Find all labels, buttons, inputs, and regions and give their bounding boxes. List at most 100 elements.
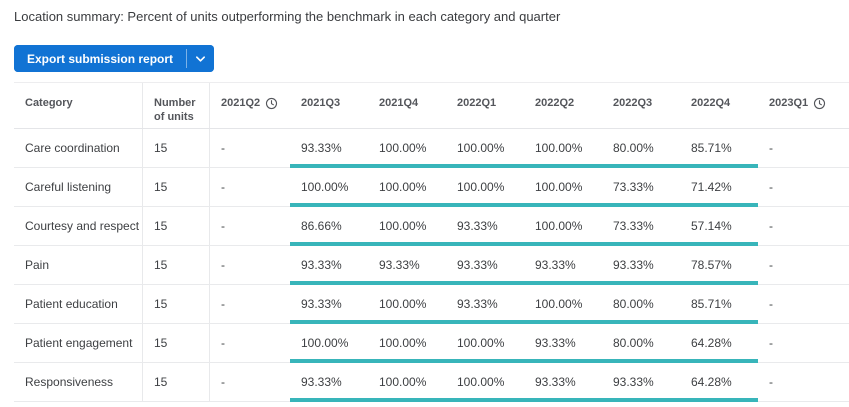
chevron-down-icon [195,55,206,63]
column-header-label: 2022Q3 [613,97,653,109]
value-cell: 93.33% [602,363,680,402]
column-header-2023q1: 2023Q1 [758,83,849,128]
value-cell: - [221,375,225,389]
clock-icon[interactable] [265,97,278,110]
value-cell: 100.00% [446,324,524,363]
table-row: Careful listening 15-100.00% 100.00% 100.00… [14,168,849,207]
column-header-2022q2: 2022Q2 [524,83,602,128]
value-cell: 100.00% [524,207,602,246]
value-cell: 93.33% [446,207,524,246]
value-cell: 93.33% [602,246,680,285]
value-cell: - [221,219,225,233]
column-header-label: Category [25,97,73,109]
category-cell: Careful listening [14,168,143,206]
category-cell: Responsiveness [14,363,143,401]
table-row: Care coordination 15 - 93.33% 100.00% 100.00%… [14,129,849,168]
table-row: Responsiveness 15-93.33% 100.00% 100.00% 93.… [14,363,849,402]
value-cell: 93.33% [524,246,602,285]
units-cell: 15 [143,324,210,362]
category-cell: Care coordination [14,129,143,167]
table-row: Pain 15-93.33% 93.33% 93.33% 93.33% 93.33% 78.… [14,246,849,285]
value-cell: 100.00% [368,285,446,324]
table-header-row: Category Number of units 2021Q2 2021Q3 2021Q… [14,83,849,129]
value-cell: 93.33% [290,285,368,324]
value-cell: - [221,180,225,194]
value-cell: 86.66% [290,207,368,246]
value-cell: - [769,297,773,311]
column-header-category: Category [14,83,143,128]
value-cell: - [221,297,225,311]
column-header-units: Number of units [143,83,210,128]
value-cell: 73.33% [602,168,680,207]
value-cell: 100.00% [446,363,524,402]
value-cell: 93.33% [524,324,602,363]
column-header-2022q3: 2022Q3 [602,83,680,128]
column-header-label: 2023Q1 [769,97,809,109]
column-header-label: Number of units [154,97,196,124]
clock-icon[interactable] [813,97,826,110]
value-cell: - [769,180,773,194]
location-summary-table: Category Number of units 2021Q2 2021Q3 2021Q… [14,82,849,402]
value-cell: 85.71% [680,285,758,324]
value-cell: 78.57% [680,246,758,285]
value-cell: 93.33% [446,246,524,285]
value-cell: 93.33% [290,363,368,402]
value-cell: 100.00% [290,168,368,207]
table-row: Patient engagement 15-100.00% 100.00% 100.0… [14,324,849,363]
value-cell: 100.00% [524,129,602,168]
column-header-2022q4: 2022Q4 [680,83,758,128]
column-header-label: 2022Q4 [691,97,731,109]
column-header-2021q4: 2021Q4 [368,83,446,128]
value-cell: 100.00% [368,363,446,402]
value-cell: 80.00% [602,285,680,324]
value-cell: 64.28% [680,363,758,402]
value-cell: 100.00% [290,324,368,363]
value-cell: 100.00% [446,129,524,168]
units-cell: 15 [143,129,210,167]
value-cell: 80.00% [602,324,680,363]
value-cell: 57.14% [680,207,758,246]
button-divider [186,49,188,68]
value-cell: 85.71% [680,129,758,168]
export-split-button: Export submission report [14,45,215,72]
category-cell: Pain [14,246,143,284]
value-cell: - [221,336,225,350]
column-header-label: 2021Q2 [221,97,261,109]
category-cell: Courtesy and respect [14,207,143,245]
value-cell: 93.33% [290,246,368,285]
table-row: Patient education 15-93.33% 100.00% 93.33% 1… [14,285,849,324]
value-cell: 100.00% [446,168,524,207]
value-cell: 93.33% [446,285,524,324]
units-cell: 15 [143,246,210,284]
units-cell: 15 [143,207,210,245]
column-header-2022q1: 2022Q1 [446,83,524,128]
export-submission-report-button[interactable]: Export submission report [14,45,187,72]
value-cell: - [769,258,773,272]
units-cell: 15 [143,363,210,401]
value-cell: 93.33% [524,363,602,402]
units-cell: 15 [143,168,210,206]
value-cell: - [769,219,773,233]
value-cell: 73.33% [602,207,680,246]
value-cell: 100.00% [368,207,446,246]
category-cell: Patient engagement [14,324,143,362]
page-title: Location summary: Percent of units outpe… [14,9,561,24]
value-cell: 71.42% [680,168,758,207]
value-cell: 100.00% [524,168,602,207]
value-cell: - [769,375,773,389]
table-row: Courtesy and respect 15-86.66% 100.00% 93.3… [14,207,849,246]
value-cell: - [221,258,225,272]
value-cell: - [769,141,773,155]
value-cell: 80.00% [602,129,680,168]
value-cell: 100.00% [524,285,602,324]
value-cell: 100.00% [368,168,446,207]
column-header-label: 2021Q3 [301,97,341,109]
category-cell: Patient education [14,285,143,323]
value-cell: 100.00% [368,324,446,363]
column-header-2021q3: 2021Q3 [290,83,368,128]
column-header-label: 2021Q4 [379,97,419,109]
export-options-dropdown-button[interactable] [187,45,215,72]
table-body: Care coordination 15-93.33% 100.00% 100.00%… [14,129,849,402]
value-cell: 93.33% [290,129,368,168]
